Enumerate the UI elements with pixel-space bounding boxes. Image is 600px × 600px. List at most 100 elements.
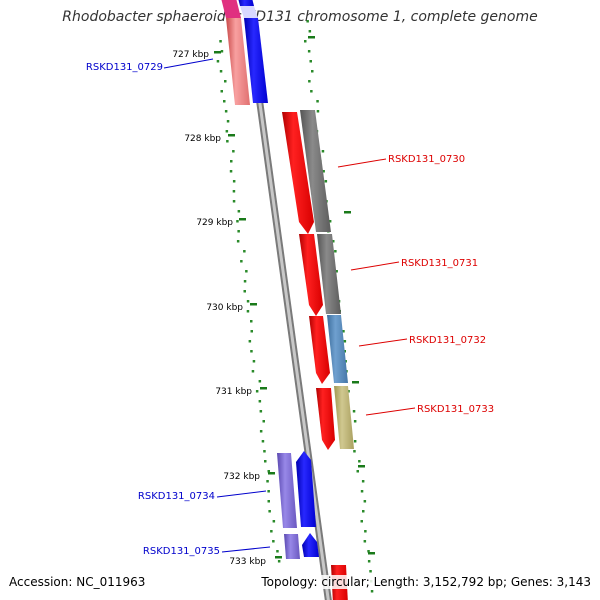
- gc-dot: [246, 310, 250, 313]
- gc-dot: [220, 90, 223, 93]
- gc-dot: [259, 410, 263, 413]
- gene-label-0735[interactable]: RSKD131_0735: [143, 546, 220, 557]
- gc-dot: [272, 540, 275, 543]
- gc-dot: [304, 40, 307, 43]
- gc-dot: [363, 540, 367, 543]
- gc-dot: [225, 130, 229, 133]
- gc-dot: [364, 530, 367, 533]
- tick-label: 732 kbp: [223, 472, 260, 482]
- gc-dot: [324, 180, 328, 183]
- gc-dot: [258, 380, 262, 383]
- gc-dot: [310, 90, 313, 93]
- gc-dot: [367, 550, 370, 553]
- gc-dot: [363, 500, 367, 503]
- gc-dot: [216, 60, 220, 63]
- tick-label: 731 kbp: [215, 387, 252, 397]
- gene-label-0733[interactable]: RSKD131_0733: [417, 404, 494, 415]
- gc-dot: [258, 400, 262, 403]
- genome-summary: Topology: circular; Length: 3,152,792 bp…: [261, 575, 591, 589]
- gc-dot: [236, 220, 239, 223]
- gene-rskd131-0730[interactable]: [282, 112, 314, 234]
- gc-dot: [232, 190, 236, 193]
- gc-dot: [223, 100, 226, 103]
- reverse-strand-genes-bottom: [277, 451, 319, 559]
- gene-label-0731[interactable]: RSKD131_0731: [401, 258, 478, 269]
- tick-label: 727 kbp: [172, 50, 209, 60]
- gc-dot: [360, 490, 364, 493]
- tick-mark: [228, 134, 235, 137]
- gc-dot: [267, 470, 270, 473]
- gc-dot: [328, 220, 332, 223]
- gc-dot: [261, 440, 265, 443]
- gc-dot: [236, 240, 240, 243]
- gene-rskd131-0731[interactable]: [299, 234, 323, 316]
- gc-dot: [316, 100, 319, 103]
- gene-feature-purple-0735[interactable]: [284, 534, 300, 559]
- gc-dot: [322, 170, 325, 173]
- gene-feature-magenta[interactable]: [221, 0, 241, 18]
- gc-dot: [332, 240, 335, 243]
- gc-dot: [316, 110, 320, 113]
- gc-dot: [245, 270, 248, 273]
- gc-dot: [268, 510, 271, 513]
- tick-mark: [275, 556, 282, 559]
- scale-ticks: 727 kbp 728 kbp 729 kbp 730 kbp 731 kbp …: [172, 36, 375, 567]
- gene-rskd131-0734[interactable]: [296, 451, 316, 527]
- gc-dot: [263, 450, 266, 453]
- gc-dot: [219, 70, 223, 73]
- gc-dot: [307, 50, 311, 53]
- tick-label: 730 kbp: [206, 303, 243, 313]
- gc-dot: [342, 330, 345, 333]
- gc-dot: [220, 50, 224, 53]
- gc-dot: [259, 430, 263, 433]
- gc-dot: [230, 160, 233, 163]
- gc-dot: [353, 440, 357, 443]
- gc-dot: [229, 170, 233, 173]
- gc-dot: [266, 480, 269, 483]
- tick-label: 729 kbp: [196, 218, 233, 228]
- gc-dot: [335, 270, 338, 273]
- gene-feature-pink[interactable]: [226, 18, 250, 105]
- gc-dot: [226, 120, 230, 123]
- gc-dot: [252, 360, 256, 363]
- gene-rskd131-0729-group: [221, 0, 268, 105]
- gc-dot: [358, 460, 361, 463]
- tick-mark: [239, 218, 246, 221]
- gc-dot: [250, 350, 253, 353]
- gene-feature-purple-0734[interactable]: [277, 453, 297, 528]
- gc-dot: [334, 250, 337, 253]
- gene-label-0730[interactable]: RSKD131_0730: [388, 154, 465, 165]
- gc-dot: [361, 480, 365, 483]
- gc-dot: [224, 110, 228, 113]
- gene-rskd131-0729[interactable]: [244, 18, 268, 103]
- tick-mark: [268, 472, 275, 475]
- gc-dot: [308, 80, 311, 83]
- gc-dot: [347, 390, 350, 393]
- gene-label-0729[interactable]: RSKD131_0729: [86, 62, 163, 73]
- gc-dot: [232, 180, 236, 183]
- cog-category-track: [300, 110, 354, 449]
- gc-dot: [367, 560, 371, 563]
- gene-rskd131-0733[interactable]: [316, 388, 335, 450]
- accession-info: Accession: NC_011963: [9, 575, 146, 589]
- gc-dot: [267, 500, 270, 503]
- gene-label-0732[interactable]: RSKD131_0732: [409, 335, 486, 346]
- gc-dot: [321, 150, 325, 153]
- gc-dot: [309, 60, 312, 63]
- gc-dot: [356, 470, 359, 473]
- gc-dot: [240, 260, 243, 263]
- gene-rskd131-0732[interactable]: [309, 316, 330, 384]
- gene-rskd131-0735[interactable]: [302, 533, 319, 557]
- gc-dot: [353, 420, 357, 423]
- gc-dot: [255, 390, 259, 393]
- gc-dot: [362, 510, 365, 513]
- gc-dot: [226, 140, 229, 143]
- gene-label-0734[interactable]: RSKD131_0734: [138, 491, 215, 502]
- gc-dot: [277, 560, 281, 563]
- tick-label: 733 kbp: [229, 557, 266, 567]
- gc-dot: [369, 570, 372, 573]
- gc-dot: [360, 520, 363, 523]
- gc-dot: [237, 230, 240, 233]
- gc-dot: [343, 350, 346, 353]
